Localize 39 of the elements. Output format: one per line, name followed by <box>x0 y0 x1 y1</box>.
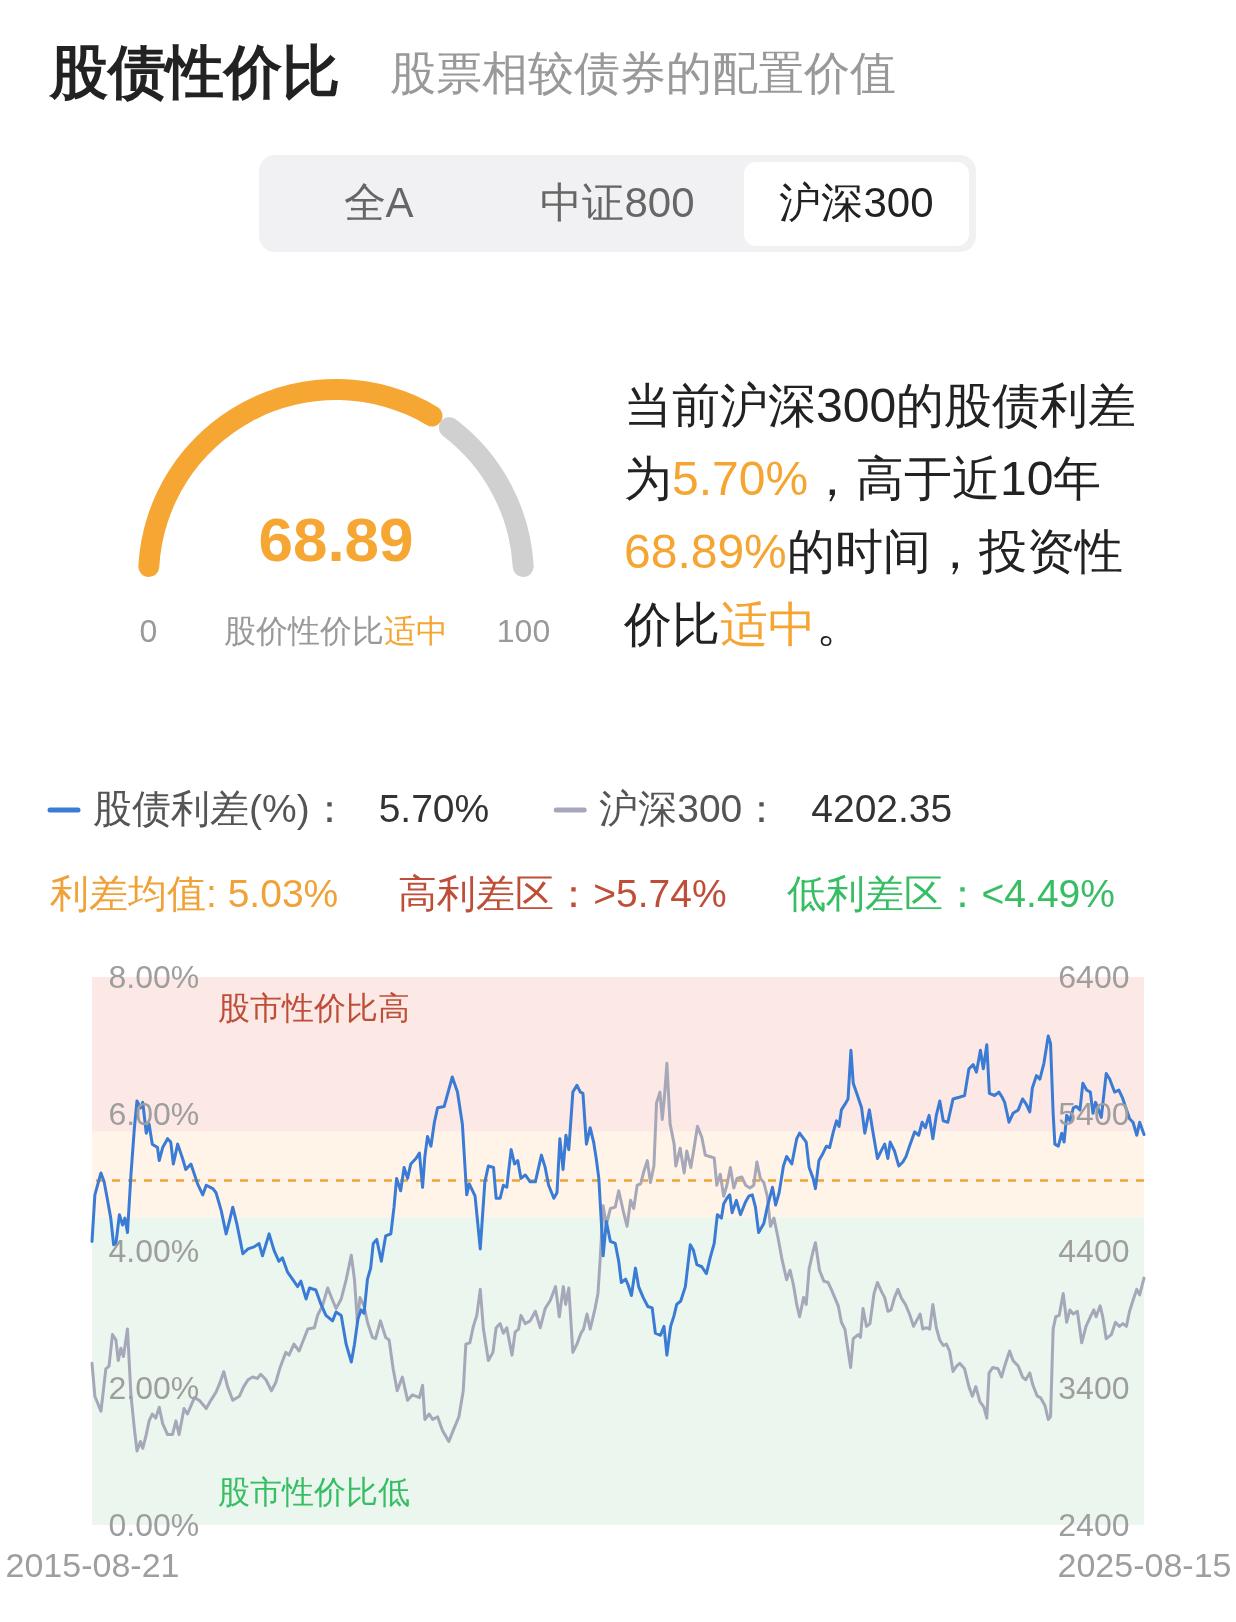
text: 价比 <box>623 598 720 651</box>
text: 低利差区：<4.49% <box>786 872 1115 915</box>
text: 股价性价比 <box>224 613 384 649</box>
y2-tick-label: 6400 <box>1058 958 1130 995</box>
x-tick-label: 2025-08-15 <box>1057 1545 1232 1584</box>
y2-tick-label: 3400 <box>1058 1369 1130 1406</box>
y-tick-label: 8.00% <box>108 958 200 995</box>
text: 5.70% <box>672 452 809 505</box>
band-label: 股市性价比低 <box>218 1474 410 1510</box>
y-tick-label: 0.00% <box>108 1506 200 1543</box>
legend-label: 沪深300： <box>599 787 782 830</box>
line-series <box>90 1034 1146 1364</box>
text: 沪深300 <box>779 178 934 226</box>
text: 为 <box>624 452 672 505</box>
data-label: 68.89 <box>258 505 414 574</box>
y2-tick-label: 4400 <box>1058 1232 1130 1269</box>
text: 适中 <box>720 598 816 651</box>
ref-line-label: 利差均值: 5.03% <box>50 872 339 915</box>
text: 股票相较债券的配置价值 <box>390 47 896 99</box>
text: 0 <box>139 613 158 649</box>
text: 100 <box>496 613 551 649</box>
text: ，高于近10年 <box>808 452 1102 505</box>
line-series <box>90 1061 1146 1453</box>
y2-tick-label: 2400 <box>1058 1506 1130 1543</box>
text: 全A <box>343 178 414 226</box>
text: 4202.35 <box>811 787 953 830</box>
text: 的时间，投资性 <box>786 525 1123 578</box>
x-tick-label: 2015-08-21 <box>5 1545 180 1584</box>
text: 股债性价比 <box>48 39 340 104</box>
text: 当前沪深300的股债利差 <box>624 379 1137 432</box>
text: 68.89% <box>624 525 787 578</box>
text: 。 <box>816 598 864 651</box>
text: 适中 <box>384 613 448 649</box>
text: 高利差区：>5.74% <box>398 872 727 915</box>
legend-label: 股债利差(%)： <box>93 787 349 830</box>
text: 5.70% <box>378 787 490 830</box>
y-tick-label: 4.00% <box>108 1232 200 1269</box>
band-label: 股市性价比高 <box>218 990 410 1026</box>
text: 中证800 <box>540 178 695 226</box>
